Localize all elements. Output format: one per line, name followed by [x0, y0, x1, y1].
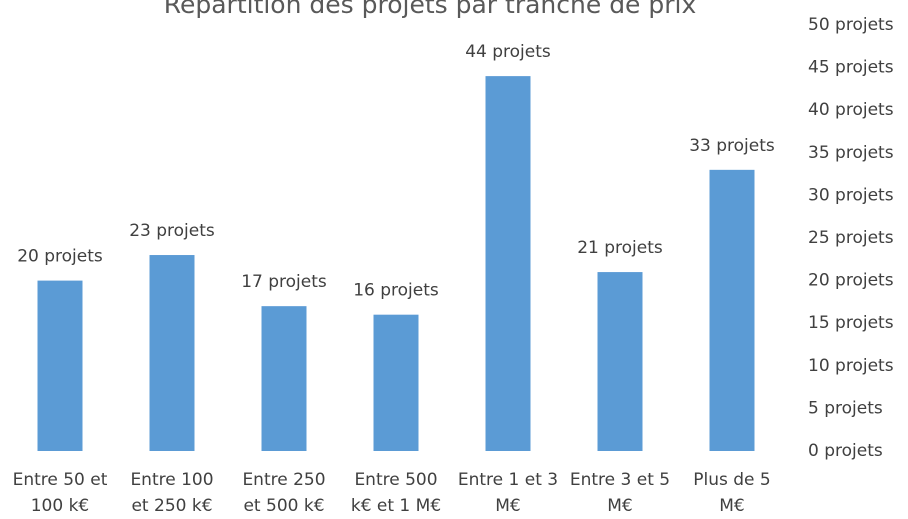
data-label: 20 projets: [17, 247, 103, 267]
y-tick-label: 20 projets: [808, 271, 894, 291]
y-tick-label: 15 projets: [808, 313, 894, 333]
y-tick-label: 50 projets: [808, 15, 894, 35]
y-tick-label: 40 projets: [808, 100, 894, 120]
bar: [37, 280, 83, 451]
x-tick-label: Plus de 5 M€: [693, 470, 771, 516]
data-label: 17 projets: [241, 272, 327, 292]
y-tick-label: 45 projets: [808, 58, 894, 78]
x-tick-label: Entre 250 et 500 k€: [242, 470, 326, 516]
data-label: 44 projets: [465, 42, 551, 62]
x-tick-label: Entre 50 et 100 k€: [12, 470, 108, 516]
x-tick-label: Entre 100 et 250 k€: [130, 470, 214, 516]
x-tick-label: Entre 3 et 5 M€: [569, 470, 671, 516]
x-tick-label: Entre 500 k€ et 1 M€: [350, 470, 442, 516]
bar: [261, 306, 307, 451]
data-label: 16 projets: [353, 281, 439, 301]
bar: [597, 272, 643, 451]
x-tick-label: Entre 1 et 3 M€: [457, 470, 559, 516]
bar: [485, 76, 531, 452]
data-label: 21 projets: [577, 238, 663, 258]
bar: [709, 169, 755, 451]
y-tick-label: 30 projets: [808, 185, 894, 205]
bar: [373, 314, 419, 451]
bar: [149, 255, 195, 451]
y-tick-label: 10 projets: [808, 356, 894, 376]
data-label: 23 projets: [129, 221, 215, 241]
y-tick-label: 25 projets: [808, 228, 894, 248]
chart-title: Répartition des projets par tranche de p…: [164, 0, 697, 19]
y-tick-label: 35 projets: [808, 143, 894, 163]
y-tick-label: 0 projets: [808, 441, 883, 461]
data-label: 33 projets: [689, 136, 775, 156]
y-tick-label: 5 projets: [808, 398, 883, 418]
